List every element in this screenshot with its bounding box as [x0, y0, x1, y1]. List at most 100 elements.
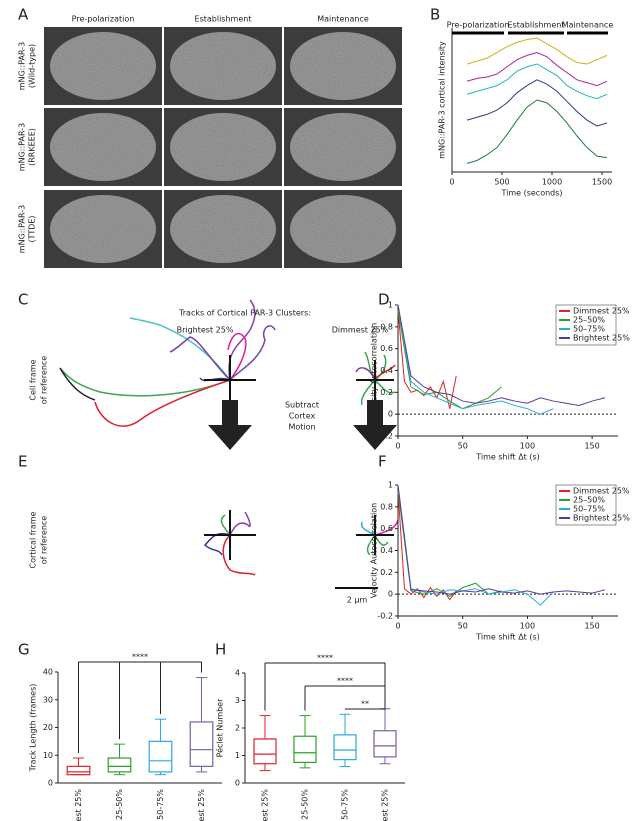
legend-label: 25–50% [573, 496, 605, 505]
y-axis-label: Velocity Autocorrelation [370, 323, 379, 418]
series-line [397, 304, 554, 415]
row-label: of reference [40, 356, 49, 405]
y-tick-label: 0.6 [380, 344, 393, 353]
row-label: mNG::PAR-3 [18, 42, 27, 90]
row-label: mNG::PAR-3 [18, 205, 27, 253]
column-label: Brightest 25% [177, 326, 234, 335]
arrow-label: Subtract [285, 401, 319, 410]
panel-label: B [430, 6, 440, 24]
x-tick-label: 150 [584, 622, 599, 631]
legend-label: Brightest 25% [573, 514, 630, 523]
column-header: Establishment [195, 15, 252, 24]
panel-label: H [215, 641, 226, 659]
column-label: Dimmest 25% [332, 326, 389, 335]
box [107, 757, 132, 773]
y-tick-label: -0.2 [377, 432, 393, 441]
box [373, 730, 397, 758]
embryo-texture [290, 113, 396, 181]
series-line [397, 484, 554, 606]
series-line [397, 304, 606, 406]
column-header: Maintenance [317, 15, 369, 24]
x-tick-label: Dimmest 25% [74, 789, 83, 821]
y-tick-label: 30 [43, 695, 53, 704]
axes [244, 673, 405, 784]
x-tick-label: 1000 [542, 178, 562, 187]
y-tick-label: 20 [43, 723, 53, 732]
x-tick-label: 0 [449, 178, 454, 187]
y-tick-label: 0.2 [380, 568, 393, 577]
embryo-texture [50, 32, 156, 100]
legend-label: Brightest 25% [573, 334, 630, 343]
legend-label: Dimmest 25% [573, 307, 630, 316]
significance-label: **** [337, 677, 353, 686]
column-header: Pre-polarization [72, 15, 135, 24]
series-line [466, 99, 608, 164]
panel-label: A [18, 6, 29, 24]
row-label: (RRKEEE) [28, 128, 37, 166]
y-tick-label: 1 [388, 481, 393, 490]
series-line [466, 63, 608, 100]
row-label: of reference [40, 516, 49, 565]
embryo-texture [50, 113, 156, 181]
y-tick-label: 3 [235, 696, 240, 705]
series-line [397, 490, 457, 601]
arrow-label: Cortex [289, 412, 316, 421]
series-line [397, 490, 502, 597]
panel-label: D [378, 291, 390, 309]
significance-label: **** [132, 653, 148, 662]
significance-label: **** [317, 654, 333, 663]
y-tick-label: -0.2 [377, 612, 393, 621]
y-tick-label: 1 [388, 301, 393, 310]
x-tick-label: 1500 [592, 178, 612, 187]
y-tick-label: 0.4 [380, 546, 393, 555]
y-tick-label: 2 [235, 724, 240, 733]
x-axis-label: Time shift Δt (s) [475, 453, 540, 462]
box [293, 735, 317, 763]
x-tick-label: 25-50% [115, 789, 124, 820]
series-line [466, 79, 608, 127]
x-tick-label: 50 [458, 442, 468, 451]
x-tick-label: Brightest 25% [381, 789, 390, 821]
embryo-texture [290, 32, 396, 100]
micrograph-grid [44, 27, 402, 268]
x-tick-label: 50-75% [341, 789, 350, 820]
panel-label: E [18, 453, 27, 471]
x-tick-label: 50 [458, 622, 468, 631]
box [333, 734, 357, 761]
arrow-label: Motion [288, 423, 315, 432]
significance-bracket [344, 703, 386, 710]
box [189, 721, 214, 767]
x-tick-label: 50-75% [156, 789, 165, 820]
y-tick-label: 0 [388, 410, 393, 419]
x-tick-label: 150 [584, 442, 599, 451]
row-label: mNG::PAR-3 [18, 123, 27, 171]
box [148, 740, 173, 773]
significance-label: ** [361, 700, 369, 709]
embryo-texture [50, 195, 156, 263]
panel-label: G [18, 641, 30, 659]
y-tick-label: 0 [388, 590, 393, 599]
axes [451, 28, 612, 173]
y-tick-label: 4 [235, 669, 240, 678]
row-label: (TTDE) [28, 215, 37, 242]
phase-label: Establishment [508, 21, 565, 30]
series-line [466, 51, 608, 87]
row-label: Cell frame [29, 359, 38, 400]
panel-label: F [378, 453, 387, 471]
x-axis-label: Time shift Δt (s) [475, 633, 540, 642]
y-tick-label: 0.6 [380, 524, 393, 533]
y-axis-label: Track Length (frames) [29, 684, 38, 773]
arrows [208, 400, 397, 450]
scale-label: 2 µm [347, 596, 368, 605]
tracks-title: Tracks of Cortical PAR-3 Clusters: [178, 309, 311, 318]
series-line [466, 37, 608, 65]
legend-label: 25–50% [573, 316, 605, 325]
series-line [397, 310, 457, 409]
phase-label: Pre-polarization [447, 21, 510, 30]
x-tick-label: Brightest 25% [197, 789, 206, 821]
legend-label: 50–75% [573, 325, 605, 334]
x-tick-label: 25-50% [301, 789, 310, 820]
y-tick-label: 0 [48, 779, 53, 788]
